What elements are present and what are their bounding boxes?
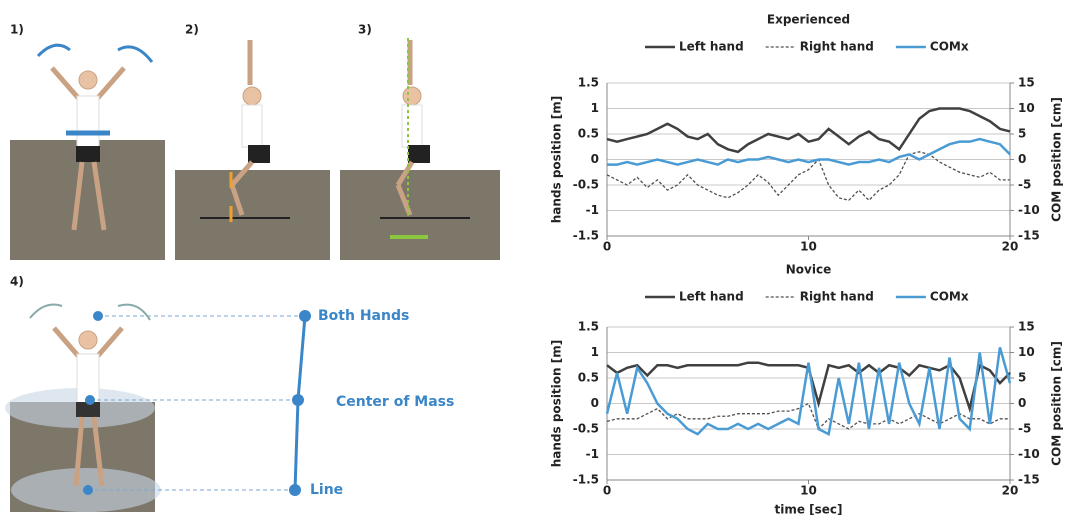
y-axis-label: hands position [m]	[550, 96, 564, 223]
joint	[289, 484, 301, 496]
arrow	[30, 305, 150, 321]
joint	[299, 310, 311, 322]
y-tick-label: -0.5	[573, 422, 599, 436]
legend-label: Left hand	[679, 40, 744, 54]
y-tick-label: 1.5	[578, 320, 599, 334]
floor	[340, 170, 500, 260]
joint	[93, 311, 103, 321]
y-tick-label: 0	[591, 396, 599, 410]
panel-label: 1)	[10, 23, 24, 37]
legend-label: Right hand	[800, 290, 874, 304]
y2-tick-label: 15	[1018, 320, 1035, 334]
x-tick-label: 10	[800, 240, 817, 254]
series-line	[607, 404, 1010, 430]
y2-tick-label: -15	[1018, 229, 1040, 243]
y-tick-label: -1	[586, 447, 599, 461]
y-tick-label: -1.5	[573, 229, 599, 243]
y2-tick-label: 15	[1018, 76, 1035, 90]
y2-tick-label: -5	[1018, 422, 1031, 436]
panel-label: 2)	[185, 23, 199, 37]
y2-tick-label: -10	[1018, 447, 1040, 461]
y2-tick-label: 10	[1018, 101, 1035, 115]
y2-tick-label: 5	[1018, 127, 1026, 141]
y2-tick-label: 5	[1018, 371, 1026, 385]
legend-label: COMx	[930, 290, 969, 304]
y2-tick-label: 10	[1018, 345, 1035, 359]
x-tick-label: 20	[1002, 484, 1019, 498]
y-tick-label: 1	[591, 345, 599, 359]
y-tick-label: 1.5	[578, 76, 599, 90]
x-tick-label: 0	[603, 240, 611, 254]
y-tick-label: 0.5	[578, 371, 599, 385]
x-axis-label: time [sec]	[774, 503, 842, 517]
y-tick-label: -1	[586, 203, 599, 217]
y2-axis-label: COM position [cm]	[1050, 341, 1064, 466]
y-tick-label: -1.5	[573, 473, 599, 487]
y2-tick-label: -5	[1018, 178, 1031, 192]
panel-label: 4)	[10, 275, 24, 289]
y2-tick-label: -10	[1018, 203, 1040, 217]
floor	[175, 170, 330, 260]
joint	[83, 485, 93, 495]
y-tick-label: 0	[591, 152, 599, 166]
chart-title: Experienced	[767, 13, 850, 27]
panel-label: 3)	[358, 23, 372, 37]
y2-tick-label: 0	[1018, 152, 1026, 166]
y-tick-label: 0.5	[578, 127, 599, 141]
x-tick-label: 0	[603, 484, 611, 498]
annotation: Center of Mass	[336, 394, 454, 410]
series-line	[607, 347, 1010, 434]
y-tick-label: -0.5	[573, 178, 599, 192]
y2-axis-label: COM position [cm]	[1050, 97, 1064, 222]
joint	[292, 394, 304, 406]
figure: 1) 2) 3) 4) Both Hands Center of Mass Li…	[0, 0, 1070, 522]
y-tick-label: 1	[591, 101, 599, 115]
legend-label: Right hand	[800, 40, 874, 54]
legend-label: Left hand	[679, 290, 744, 304]
x-tick-label: 10	[800, 484, 817, 498]
joint	[85, 395, 95, 405]
legend-label: COMx	[930, 40, 969, 54]
y-axis-label: hands position [m]	[550, 340, 564, 467]
y2-tick-label: 0	[1018, 396, 1026, 410]
arrow	[38, 45, 70, 56]
arrow	[118, 47, 152, 62]
y2-tick-label: -15	[1018, 473, 1040, 487]
x-tick-label: 20	[1002, 240, 1019, 254]
annotation: Both Hands	[318, 308, 409, 324]
annotation: Line	[310, 482, 343, 498]
illustrations	[5, 38, 500, 512]
chart-title: Novice	[786, 263, 831, 277]
